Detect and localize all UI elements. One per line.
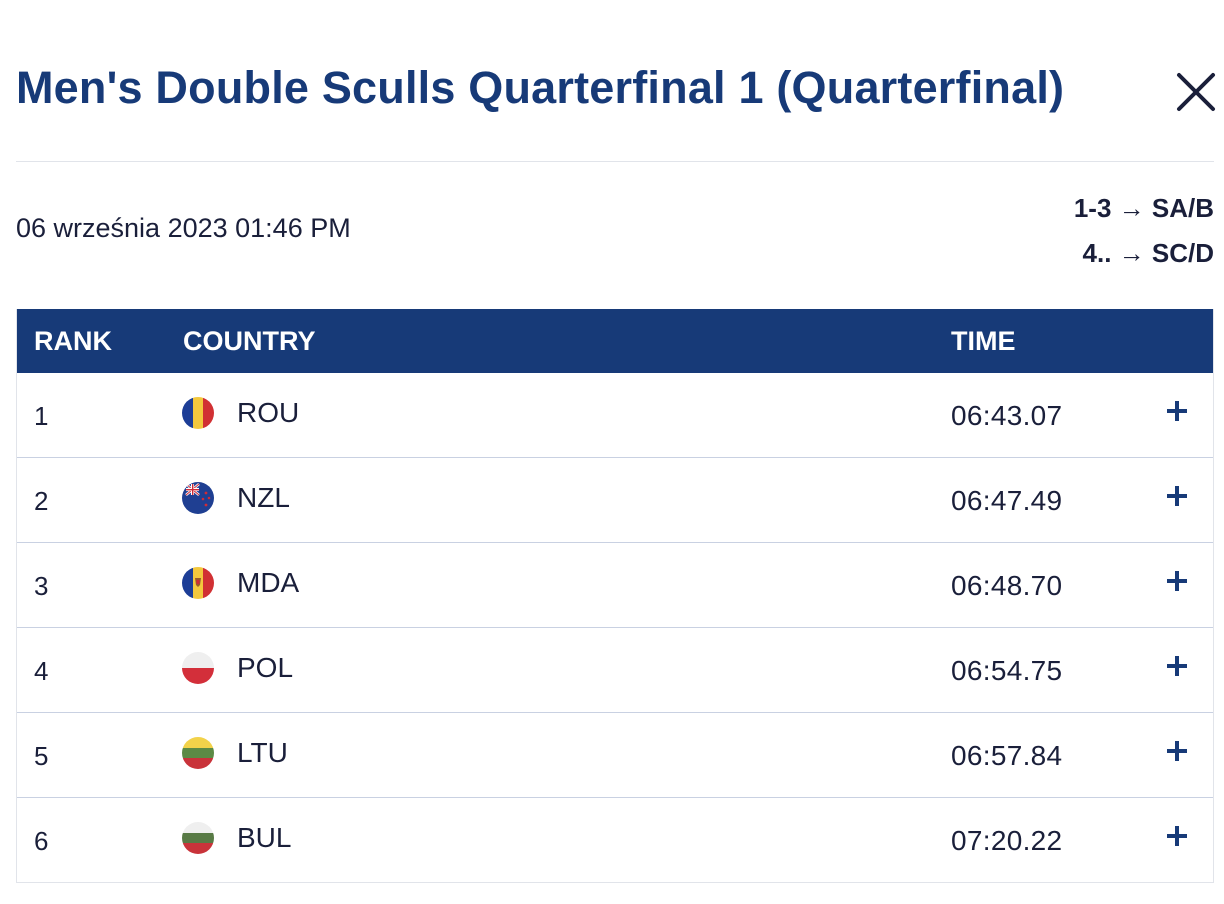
plus-icon — [1167, 486, 1187, 506]
column-header-country: COUNTRY — [183, 326, 316, 356]
plus-icon — [1167, 571, 1187, 591]
progression-rule: 4.. → SC/D — [1082, 238, 1214, 268]
time-cell: 06:43.07 — [951, 400, 1063, 431]
expand-row-button[interactable] — [1165, 399, 1189, 423]
plus-icon — [1167, 826, 1187, 846]
country-cell: BUL — [237, 822, 292, 853]
country-cell: LTU — [237, 737, 288, 768]
expand-row-button[interactable] — [1165, 739, 1189, 763]
close-button[interactable] — [1172, 70, 1220, 114]
poland-flag-icon — [182, 652, 214, 684]
romania-flag-icon — [182, 397, 214, 429]
bulgaria-flag-icon — [182, 822, 214, 854]
plus-icon — [1167, 401, 1187, 421]
time-cell: 06:47.49 — [951, 485, 1063, 516]
expand-row-button[interactable] — [1165, 824, 1189, 848]
rank-cell: 5 — [34, 741, 49, 771]
modal-title: Men's Double Sculls Quarterfinal 1 (Quar… — [16, 62, 1065, 113]
time-cell: 06:54.75 — [951, 655, 1063, 686]
moldova-flag-icon — [182, 567, 214, 599]
lithuania-flag-icon — [182, 737, 214, 769]
column-header-rank: RANK — [34, 326, 112, 356]
table-row: 6 BUL 07:20.22 — [17, 798, 1213, 882]
table-row: 3 MDA 06:48.70 — [17, 543, 1213, 628]
progression-rules: 1-3 → SA/B 4.. → SC/D — [1074, 186, 1214, 276]
results-table: RANK COUNTRY TIME 1 ROU 06:43.07 — [16, 309, 1214, 883]
time-cell: 06:48.70 — [951, 570, 1063, 601]
new-zealand-flag-icon — [182, 482, 214, 514]
country-cell: ROU — [237, 397, 300, 428]
race-date: 06 września 2023 01:46 PM — [16, 213, 351, 243]
progression-rule: 1-3 → SA/B — [1073, 193, 1214, 223]
table-row: 2 NZL — [17, 458, 1213, 543]
header-divider — [16, 161, 1214, 162]
expand-row-button[interactable] — [1165, 654, 1189, 678]
rank-cell: 1 — [34, 401, 49, 431]
column-header-time: TIME — [951, 326, 1016, 356]
rank-cell: 6 — [34, 826, 49, 856]
plus-icon — [1167, 656, 1187, 676]
table-row: 5 LTU 06:57.84 — [17, 713, 1213, 798]
time-cell: 06:57.84 — [951, 740, 1063, 771]
table-row: 4 POL 06:54.75 — [17, 628, 1213, 713]
rank-cell: 2 — [34, 486, 49, 516]
rank-cell: 4 — [34, 656, 49, 686]
table-header: RANK COUNTRY TIME — [17, 309, 1213, 373]
country-cell: MDA — [237, 567, 300, 598]
plus-icon — [1167, 741, 1187, 761]
time-cell: 07:20.22 — [951, 825, 1063, 856]
rank-cell: 3 — [34, 571, 49, 601]
close-icon — [1177, 73, 1215, 111]
expand-row-button[interactable] — [1165, 484, 1189, 508]
table-row: 1 ROU 06:43.07 — [17, 373, 1213, 458]
country-cell: NZL — [237, 482, 290, 513]
expand-row-button[interactable] — [1165, 569, 1189, 593]
country-cell: POL — [237, 652, 294, 683]
